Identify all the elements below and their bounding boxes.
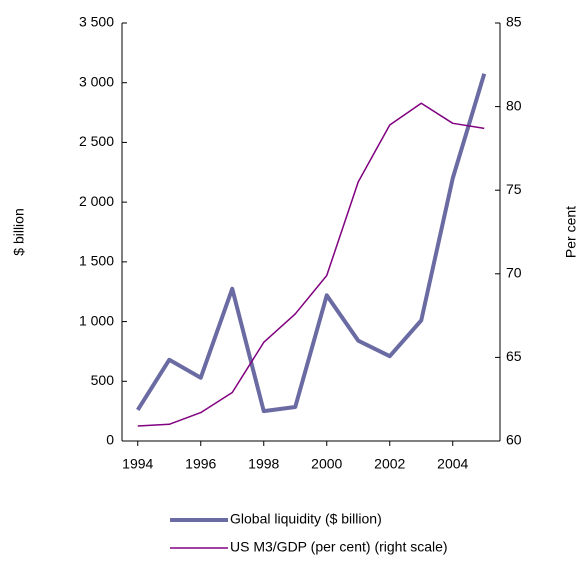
y2-tick-label: 85 — [506, 14, 522, 30]
x-tick-label: 2002 — [374, 456, 405, 472]
x-tick-label: 1994 — [122, 456, 153, 472]
y-tick-label: 3 500 — [79, 14, 114, 30]
y-tick-label: 1 000 — [79, 312, 114, 328]
y-tick-label: 2 500 — [79, 133, 114, 149]
y-tick-label: 0 — [106, 432, 114, 448]
y-tick-label: 3 000 — [79, 73, 114, 89]
y2-tick-label: 60 — [506, 432, 522, 448]
y-tick-label: 2 000 — [79, 193, 114, 209]
series-line — [137, 102, 485, 427]
y2-axis-label: Per cent — [563, 206, 579, 258]
x-tick-label: 2004 — [437, 456, 468, 472]
y-tick-label: 500 — [91, 372, 115, 388]
y-axis-label: $ billion — [11, 208, 27, 255]
series-line — [136, 73, 487, 414]
y2-tick-label: 80 — [506, 97, 522, 113]
x-tick-label: 1996 — [185, 456, 216, 472]
y-tick-label: 1 500 — [79, 253, 114, 269]
legend-label: Global liquidity ($ billion) — [230, 511, 382, 527]
x-tick-label: 1998 — [248, 456, 279, 472]
y2-tick-label: 70 — [506, 265, 522, 281]
y2-tick-label: 75 — [506, 181, 522, 197]
y2-tick-label: 65 — [506, 348, 522, 364]
legend-label: US M3/GDP (per cent) (right scale) — [230, 539, 448, 555]
x-tick-label: 2000 — [311, 456, 342, 472]
